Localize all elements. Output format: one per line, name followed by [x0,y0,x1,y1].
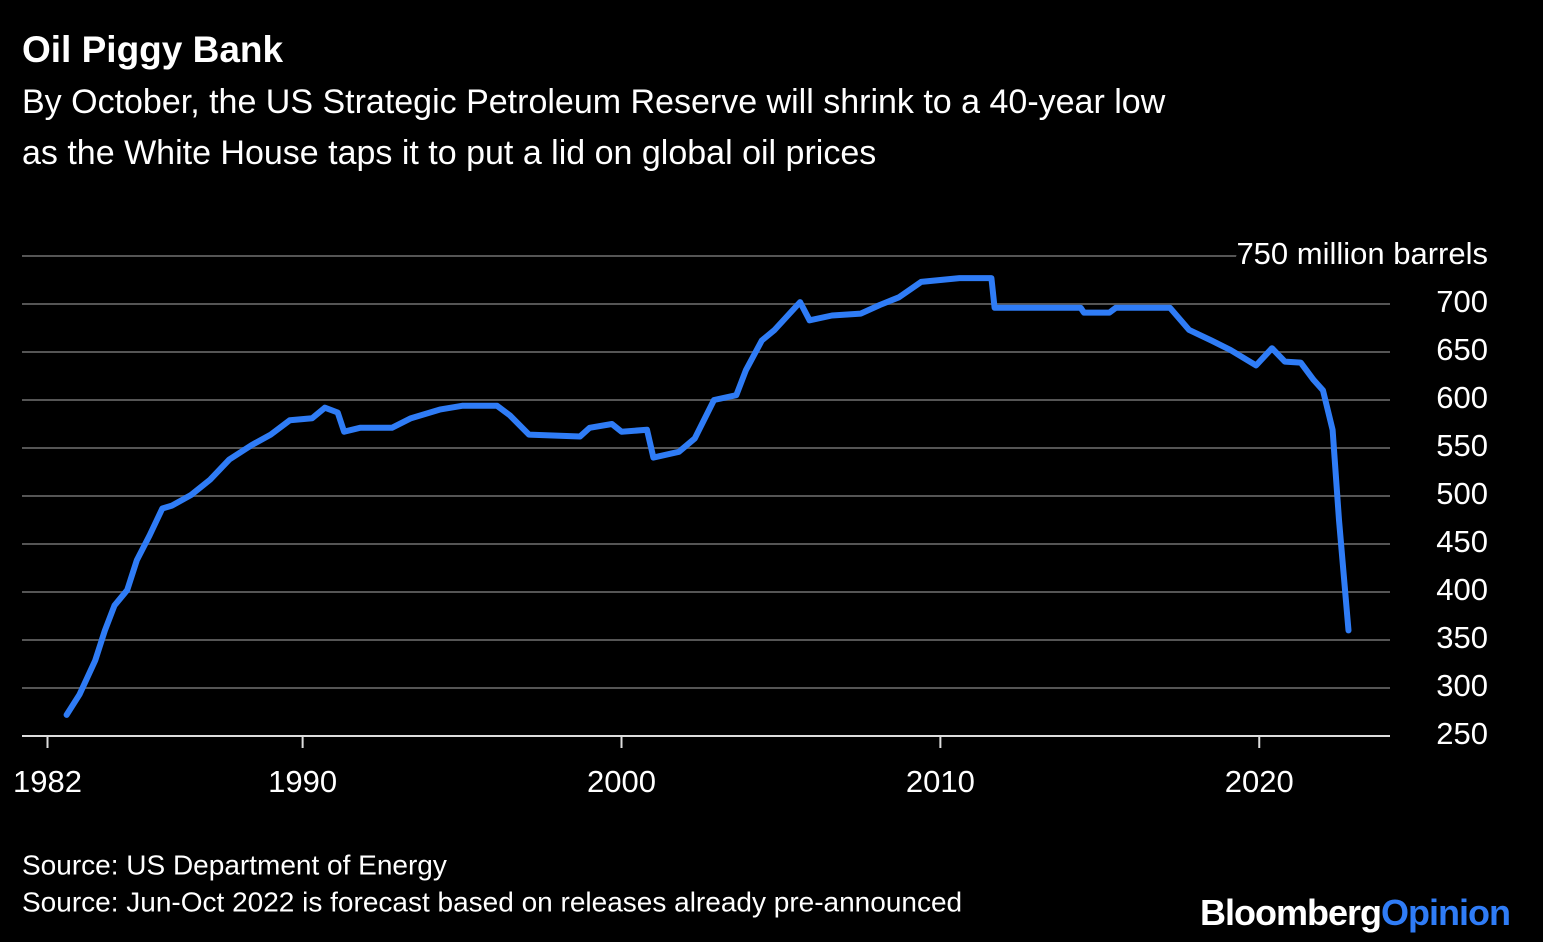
data-line [63,275,1352,718]
logo-part: Bloomberg [1200,892,1381,933]
y-tick-label: 550 [1436,428,1488,463]
y-tick-label: 300 [1436,668,1488,703]
y-tick-label: 450 [1436,524,1488,559]
y-tick-label: 500 [1436,476,1488,511]
y-tick-label: 400 [1436,572,1488,607]
x-tick-label: 1990 [268,764,337,799]
chart-subtitle: as the White House taps it to put a lid … [22,134,876,172]
y-tick-label: 250 [1436,716,1488,751]
chart-title: Oil Piggy Bank [22,29,284,70]
y-tick-label: 700 [1436,284,1488,319]
y-tick-label: 600 [1436,380,1488,415]
x-tick-label: 1982 [13,764,82,799]
source-note: Source: US Department of Energy [22,849,447,880]
y-tick-label: 350 [1436,620,1488,655]
logo-part: Opinion [1381,892,1510,933]
logo: BloombergOpinion [1200,892,1510,933]
y-tick-label: 750 million barrels [1236,236,1488,271]
source-note: Source: Jun-Oct 2022 is forecast based o… [22,886,962,917]
y-tick-label: 650 [1436,332,1488,367]
x-tick-label: 2010 [906,764,975,799]
chart-subtitle: By October, the US Strategic Petroleum R… [22,83,1166,121]
x-tick-label: 2000 [587,764,656,799]
x-tick-label: 2020 [1225,764,1294,799]
